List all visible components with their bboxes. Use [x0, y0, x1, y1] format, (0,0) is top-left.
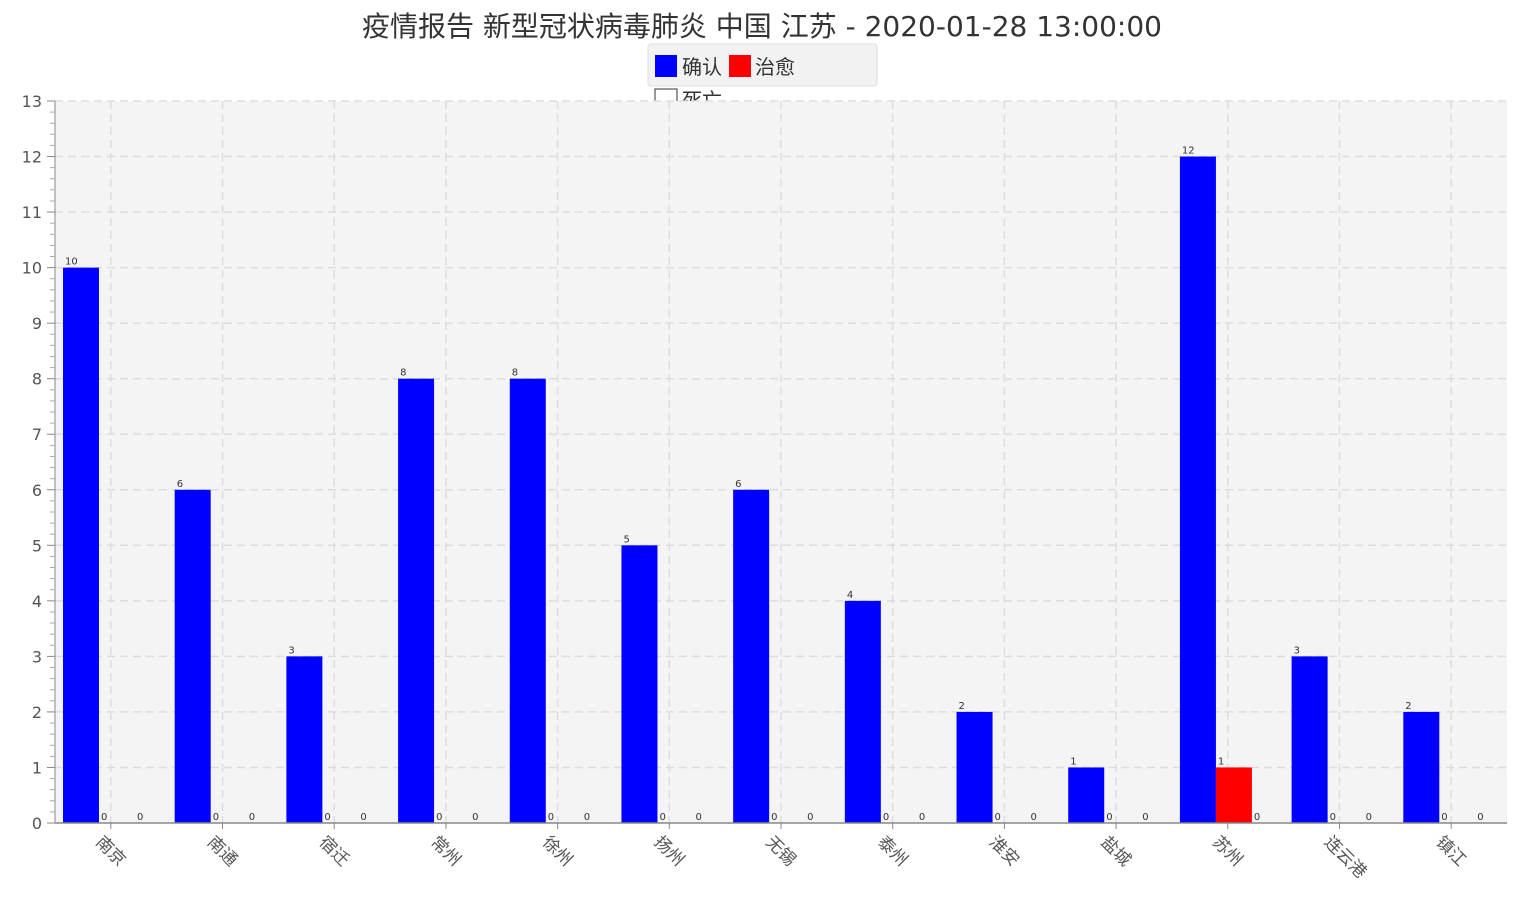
- x-tick-label: 苏州: [1208, 832, 1246, 870]
- legend-label-recovered: 治愈: [755, 55, 795, 79]
- data-label: 2: [959, 701, 965, 712]
- legend-label-confirmed: 确认: [682, 55, 722, 79]
- bar: [1291, 656, 1328, 823]
- data-label: 0: [324, 812, 330, 823]
- data-label: 0: [995, 812, 1001, 823]
- y-tick-label: 0: [32, 814, 42, 833]
- bar: [286, 656, 323, 823]
- y-tick-label: 3: [32, 647, 42, 666]
- bar: [398, 378, 435, 823]
- x-tick-label: 南通: [203, 832, 241, 870]
- data-label: 3: [288, 645, 294, 656]
- y-tick-label: 1: [32, 758, 42, 777]
- data-label: 6: [735, 479, 741, 490]
- data-label: 6: [177, 479, 183, 490]
- y-tick-label: 12: [22, 148, 42, 167]
- x-tick-label: 盐城: [1097, 832, 1135, 870]
- x-tick-label: 常州: [426, 832, 464, 870]
- x-tick-label: 扬州: [650, 832, 688, 870]
- data-label: 0: [213, 812, 219, 823]
- x-tick-label: 淮安: [985, 832, 1023, 870]
- bar: [1179, 156, 1216, 824]
- y-tick-label: 6: [32, 481, 42, 500]
- y-tick-label: 13: [22, 92, 42, 111]
- data-label: 0: [584, 812, 590, 823]
- y-tick-label: 10: [22, 259, 42, 278]
- chart-title: 疫情报告 新型冠状病毒肺炎 中国 江苏 - 2020-01-28 13:00:0…: [362, 10, 1162, 43]
- data-label: 0: [137, 812, 143, 823]
- data-label: 0: [101, 812, 107, 823]
- bar: [733, 489, 770, 823]
- bar: [956, 711, 993, 823]
- legend-swatch-recovered: [729, 55, 751, 77]
- data-label: 3: [1294, 645, 1300, 656]
- data-label: 4: [847, 590, 853, 601]
- y-tick-label: 7: [32, 425, 42, 444]
- data-label: 0: [1477, 812, 1483, 823]
- x-tick-label: 镇江: [1432, 832, 1470, 870]
- x-tick-label: 无锡: [761, 832, 799, 870]
- data-label: 10: [65, 257, 78, 268]
- legend-item-confirmed[interactable]: 确认: [655, 55, 722, 79]
- data-label: 5: [623, 534, 629, 545]
- legend-item-recovered[interactable]: 治愈: [729, 55, 795, 79]
- x-tick-label: 南京: [91, 832, 129, 870]
- bar: [1215, 767, 1252, 823]
- data-label: 12: [1182, 146, 1195, 157]
- bar: [1068, 767, 1105, 823]
- data-label: 0: [807, 812, 813, 823]
- legend-box: [647, 43, 878, 87]
- data-label: 0: [1441, 812, 1447, 823]
- data-label: 8: [400, 368, 406, 379]
- bars: [63, 156, 1440, 824]
- data-label: 0: [771, 812, 777, 823]
- data-label: 0: [1366, 812, 1372, 823]
- data-label: 1: [1070, 756, 1076, 767]
- data-label: 0: [1106, 812, 1112, 823]
- data-label: 0: [360, 812, 366, 823]
- data-label: 1: [1218, 756, 1224, 767]
- legend-swatch-confirmed: [655, 55, 677, 77]
- bar: [174, 489, 211, 823]
- data-label: 0: [919, 812, 925, 823]
- data-label: 0: [249, 812, 255, 823]
- bar: [63, 267, 99, 824]
- y-tick-label: 2: [32, 703, 42, 722]
- y-tick-label: 11: [22, 203, 42, 222]
- x-tick-label: 连云港: [1320, 832, 1370, 882]
- data-label: 0: [659, 812, 665, 823]
- data-label: 0: [1330, 812, 1336, 823]
- data-label: 0: [1031, 812, 1037, 823]
- bar: [844, 600, 881, 823]
- data-label: 8: [512, 368, 518, 379]
- data-label: 0: [472, 812, 478, 823]
- data-label: 0: [695, 812, 701, 823]
- y-tick-label: 9: [32, 314, 42, 333]
- data-label: 0: [1254, 812, 1260, 823]
- x-tick-label: 宿迁: [315, 832, 353, 870]
- data-label: 2: [1405, 701, 1411, 712]
- data-label: 0: [883, 812, 889, 823]
- bar: [1403, 711, 1440, 823]
- y-tick-label: 4: [32, 592, 42, 611]
- data-label: 0: [548, 812, 554, 823]
- y-tick-label: 8: [32, 370, 42, 389]
- x-tick-label: 徐州: [538, 832, 576, 870]
- y-tick-label: 5: [32, 536, 42, 555]
- x-tick-label: 泰州: [873, 832, 911, 870]
- data-label: 0: [1142, 812, 1148, 823]
- data-label: 0: [436, 812, 442, 823]
- bar: [621, 545, 658, 823]
- bar: [509, 378, 546, 823]
